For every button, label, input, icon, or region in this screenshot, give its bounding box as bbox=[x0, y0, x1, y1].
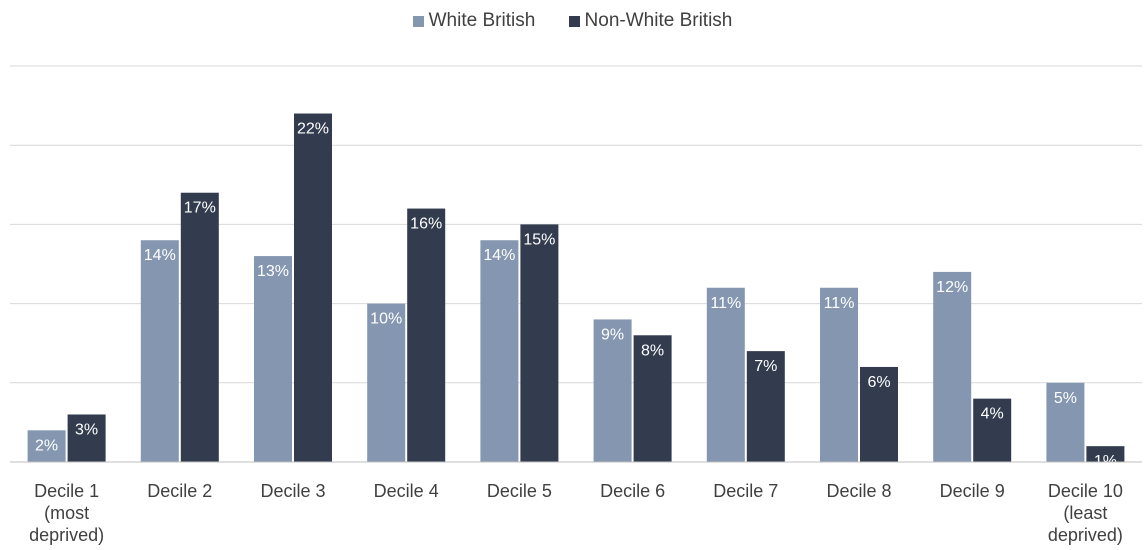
data-label: 8% bbox=[641, 342, 664, 359]
bar-non-white-british bbox=[860, 366, 898, 462]
bar-non-white-british bbox=[973, 398, 1012, 462]
x-tick-label: Decile 2 bbox=[147, 481, 212, 501]
x-tick-label: Decile 1 (most deprived) bbox=[29, 481, 104, 545]
x-tick-label: Decile 8 bbox=[826, 481, 891, 501]
data-label: 13% bbox=[257, 263, 289, 280]
data-label: 9% bbox=[601, 326, 624, 343]
chart-legend: White British Non-White British bbox=[0, 10, 1145, 33]
bar-white-british bbox=[140, 240, 179, 462]
data-label: 22% bbox=[297, 121, 329, 138]
bar-white-british bbox=[480, 240, 519, 462]
bar-white-british bbox=[367, 303, 406, 462]
data-label: 11% bbox=[824, 295, 855, 312]
bar-non-white-british bbox=[407, 208, 446, 462]
data-label: 4% bbox=[981, 406, 1004, 423]
data-label: 6% bbox=[867, 374, 890, 391]
data-label: 5% bbox=[1054, 390, 1077, 407]
legend-item-white-british: White British bbox=[412, 10, 536, 32]
data-label: 10% bbox=[370, 311, 402, 328]
x-tick-label: Decile 5 bbox=[487, 481, 552, 501]
bar-non-white-british bbox=[294, 113, 332, 463]
bar-white-british bbox=[593, 319, 632, 462]
bar-white-british bbox=[706, 287, 745, 462]
legend-swatch-white-british bbox=[412, 15, 424, 27]
bar-white-british bbox=[27, 430, 66, 462]
data-label: 3% bbox=[75, 421, 98, 438]
legend-swatch-non-white-british bbox=[568, 15, 580, 27]
bar-white-british bbox=[254, 256, 292, 462]
bar-non-white-british bbox=[67, 414, 106, 462]
data-label: 16% bbox=[410, 216, 442, 233]
x-tick-label: Decile 3 bbox=[260, 481, 325, 501]
legend-label-non-white-british: Non-White British bbox=[584, 10, 733, 31]
data-label: 12% bbox=[936, 279, 968, 296]
x-tick-label: Decile 7 bbox=[713, 481, 778, 501]
bar-non-white-british bbox=[180, 192, 219, 462]
x-tick-label: Decile 10 (least deprived) bbox=[1048, 481, 1123, 545]
bar-non-white-british bbox=[1086, 446, 1125, 462]
data-label: 7% bbox=[754, 358, 777, 375]
data-label: 15% bbox=[523, 231, 555, 248]
bar-non-white-british bbox=[520, 224, 559, 462]
x-tick-label: Decile 9 bbox=[940, 481, 1005, 501]
data-label: 14% bbox=[483, 247, 515, 264]
bar-white-british bbox=[820, 287, 858, 462]
legend-label-white-british: White British bbox=[428, 10, 536, 31]
x-tick-label: Decile 6 bbox=[600, 481, 665, 501]
data-label: 11% bbox=[710, 295, 741, 312]
bar-white-british bbox=[933, 271, 972, 462]
data-label: 2% bbox=[35, 437, 58, 454]
x-tick-label: Decile 4 bbox=[374, 481, 439, 501]
data-label: 14% bbox=[144, 247, 176, 264]
legend-item-non-white-british: Non-White British bbox=[568, 10, 733, 32]
bar-non-white-british bbox=[633, 335, 672, 462]
bar-white-british bbox=[1046, 382, 1085, 462]
data-label: 17% bbox=[184, 200, 216, 217]
bar-non-white-british bbox=[746, 351, 785, 462]
